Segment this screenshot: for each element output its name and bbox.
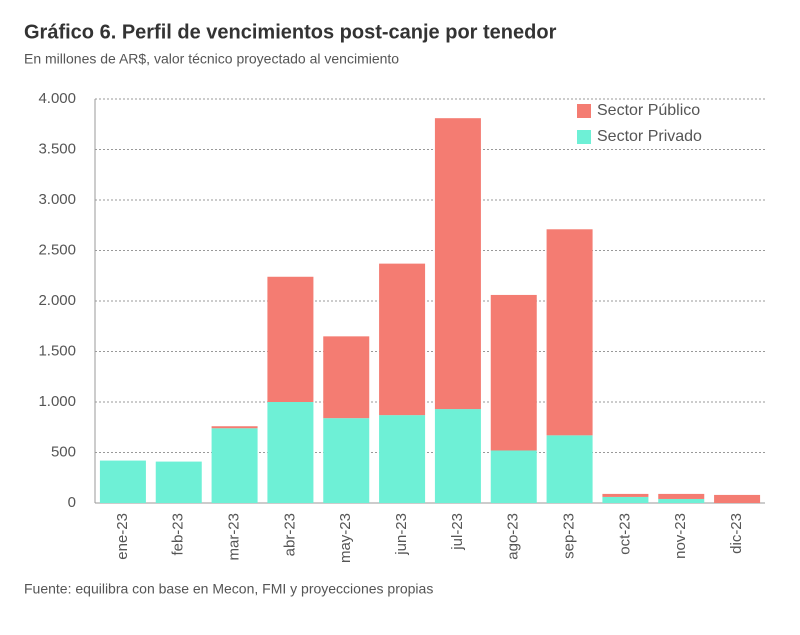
bar-segment: [267, 402, 314, 503]
legend-swatch: [577, 104, 591, 118]
bar-segment: [602, 496, 649, 503]
bar-segment: [434, 409, 481, 503]
bar-segment: [379, 415, 426, 503]
y-tick-label: 2.000: [38, 292, 76, 309]
x-tick-label: abr-23: [281, 513, 298, 556]
y-tick-label: 1.000: [38, 393, 76, 410]
x-tick-label: may-23: [337, 513, 354, 563]
legend-label: Sector Público: [597, 102, 700, 119]
x-tick-label: nov-23: [672, 513, 689, 559]
legend-swatch: [577, 130, 591, 144]
x-tick-label: mar-23: [226, 513, 243, 561]
y-tick-label: 3.500: [38, 140, 76, 157]
x-tick-label: feb-23: [170, 513, 187, 556]
y-tick-label: 500: [51, 443, 76, 460]
y-tick-label: 3.000: [38, 191, 76, 208]
bar-segment: [379, 263, 426, 416]
x-tick-label: ago-23: [505, 513, 522, 560]
chart-subtitle: En millones de AR$, valor técnico proyec…: [24, 51, 399, 67]
bar-segment: [546, 435, 593, 503]
bar-segment: [211, 426, 258, 429]
bar-segment: [490, 294, 537, 451]
x-tick-label: jun-23: [393, 513, 410, 556]
y-tick-label: 1.500: [38, 342, 76, 359]
chart-title: Gráfico 6. Perfil de vencimientos post-c…: [24, 21, 557, 43]
y-tick-label: 4.000: [38, 90, 76, 107]
x-tick-label: jul-23: [449, 513, 466, 551]
bar-segment: [211, 428, 258, 503]
y-tick-label: 0: [68, 494, 76, 511]
x-tick-label: oct-23: [616, 513, 633, 555]
bar-segment: [267, 276, 314, 402]
x-tick-label: dic-23: [728, 513, 745, 554]
legend-label: Sector Privado: [597, 128, 702, 145]
bar-segment: [155, 461, 202, 503]
y-tick-label: 2.500: [38, 241, 76, 258]
source-note: Fuente: equilibra con base en Mecon, FMI…: [24, 581, 433, 597]
x-tick-label: ene-23: [114, 513, 131, 560]
bar-segment: [323, 418, 370, 503]
bar-segment: [658, 498, 705, 503]
bar-segment: [490, 450, 537, 503]
bar-segment: [714, 494, 761, 503]
bar-segment: [434, 118, 481, 410]
bar-segment: [546, 229, 593, 436]
bar-segment: [99, 460, 146, 503]
x-tick-label: sep-23: [561, 513, 578, 559]
bar-segment: [323, 336, 370, 419]
bar-segment: [602, 493, 649, 497]
bar-segment: [658, 493, 705, 499]
